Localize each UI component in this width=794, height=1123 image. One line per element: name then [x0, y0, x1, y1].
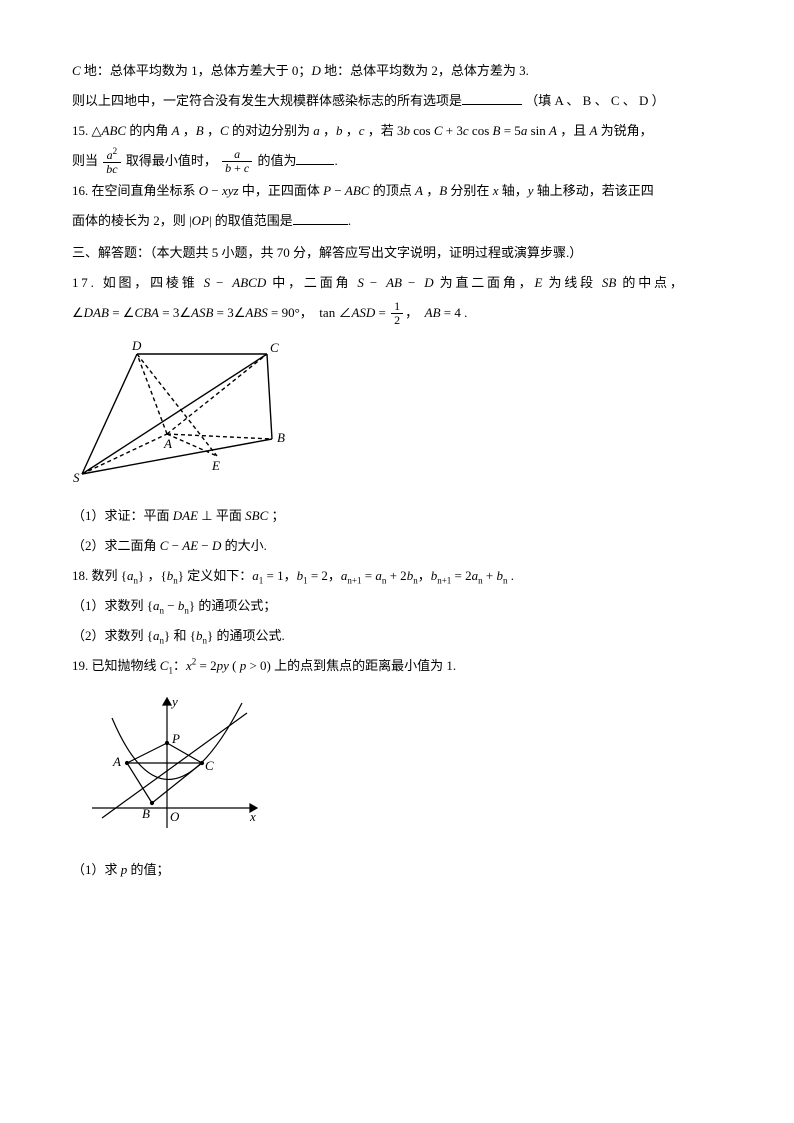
label-P: P [171, 731, 180, 746]
q-text: 取得最小值时， [126, 153, 217, 168]
label-E: E [211, 458, 220, 473]
label-A: A [112, 754, 121, 769]
q-text: 的值为 [257, 153, 296, 168]
q17-line-2: ∠DAB = ∠CBA = 3∠ASB = 3∠ABS = 90°， tan ∠… [72, 298, 722, 328]
label-S: S [73, 470, 80, 484]
figure-parabola: y x P A C B O [72, 688, 722, 849]
label-C: C [205, 758, 214, 773]
answer-blank [462, 91, 522, 105]
label-C: C [270, 340, 279, 355]
q18-sub1: （1）求数列 {an − bn} 的通项公式； [72, 591, 722, 621]
figure-pyramid: D C A B S E [72, 334, 722, 495]
q17-sub1: （1）求证：平面 DAE ⊥ 平面 SBC ； [72, 501, 722, 531]
q-options-hint: （填 A 、 B 、 C 、 D ） [525, 93, 664, 108]
answer-blank [296, 151, 334, 165]
label-B: B [277, 430, 285, 445]
label-A: A [163, 436, 172, 451]
label-B: B [142, 806, 150, 821]
label-x: x [249, 809, 256, 824]
label-O: O [170, 809, 180, 824]
q-text: 则当 [72, 153, 98, 168]
c-region-line-2: 则以上四地中，一定符合没有发生大规模群体感染标志的所有选项是 （填 A 、 B … [72, 86, 722, 116]
q16-line-1: 16. 在空间直角坐标系 O − xyz 中，正四面体 P − ABC 的顶点 … [72, 176, 722, 206]
q15-line-1: 15. △ABC 的内角 A ，B ，C 的对边分别为 a ，b ，c ，若 3… [72, 116, 722, 146]
q18-line-1: 18. 数列 {an} ，{bn} 定义如下：a1 = 1，b1 = 2，an+… [72, 561, 722, 591]
fraction: 1 2 [391, 300, 403, 327]
c-region-line-1: C 地：总体平均数为 1，总体方差大于 0；D 地：总体平均数为 2，总体方差为… [72, 56, 722, 86]
exam-page: C 地：总体平均数为 1，总体方差大于 0；D 地：总体平均数为 2，总体方差为… [0, 0, 794, 924]
q15-line-2: 则当 a2 bc 取得最小值时， a b + c 的值为. [72, 146, 722, 177]
q17-line-1: 17. 如图，四棱锥 S − ABCD 中，二面角 S − AB − D 为直二… [72, 268, 722, 298]
fraction: a2 bc [103, 147, 120, 176]
q17-sub2: （2）求二面角 C − AE − D 的大小. [72, 531, 722, 561]
section-3-heading: 三、解答题：（本大题共 5 小题，共 70 分，解答应写出文字说明，证明过程或演… [72, 238, 722, 268]
q-text: 则以上四地中，一定符合没有发生大规模群体感染标志的所有选项是 [72, 93, 462, 108]
answer-blank [293, 211, 348, 225]
q19-sub1: （1）求 p 的值； [72, 855, 722, 885]
fraction: a b + c [222, 148, 252, 175]
q19-line-1: 19. 已知抛物线 C1：x2 = 2py ( p > 0) 上的点到焦点的距离… [72, 651, 722, 681]
label-D: D [131, 338, 142, 353]
q16-line-2: 面体的棱长为 2，则 |OP| 的取值范围是. [72, 206, 722, 236]
label-y: y [170, 694, 178, 709]
q18-sub2: （2）求数列 {an} 和 {bn} 的通项公式. [72, 621, 722, 651]
